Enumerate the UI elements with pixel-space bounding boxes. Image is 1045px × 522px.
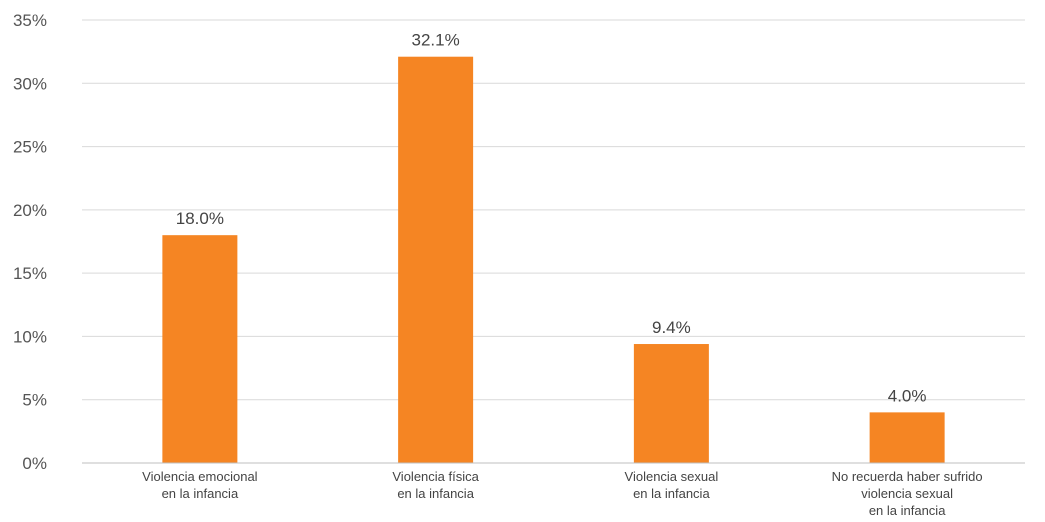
category-label: Violencia sexual en la infancia [625, 469, 719, 501]
category-label-line: Violencia emocional [142, 469, 257, 484]
y-tick-label: 25% [13, 138, 47, 157]
y-tick-label: 15% [13, 264, 47, 283]
data-label: 4.0% [888, 386, 927, 405]
bar [633, 344, 709, 463]
y-tick-label: 30% [13, 74, 47, 93]
data-label: 18.0% [176, 209, 224, 228]
category-label-line: en la infancia [633, 486, 710, 501]
y-tick-label: 20% [13, 201, 47, 220]
y-tick-label: 10% [13, 327, 47, 346]
category-label-line: en la infancia [869, 503, 946, 518]
bar [162, 235, 238, 463]
data-label: 32.1% [412, 31, 460, 50]
y-tick-label: 0% [22, 454, 47, 473]
gridlines [82, 19, 1025, 401]
bar [398, 56, 474, 463]
category-label-line: Violencia sexual [625, 469, 719, 484]
data-label: 9.4% [652, 318, 691, 337]
category-label: Violencia emocional en la infancia [142, 469, 257, 501]
category-label-line: en la infancia [162, 486, 239, 501]
y-axis-tick-labels: 0% 5% 10% 15% 20% 25% 30% 35% [13, 11, 47, 473]
category-labels: Violencia emocional en la infanciaViolenc… [142, 469, 982, 518]
category-label-line: Violencia física [392, 469, 479, 484]
category-label: Violencia física en la infancia [392, 469, 479, 501]
data-labels: 18.0% 32.1% 9.4% 4.0% [176, 31, 927, 406]
category-label-line: en la infancia [397, 486, 474, 501]
bars [162, 56, 945, 463]
category-label: No recuerda haber sufrido violencia sexua… [832, 469, 983, 518]
bar [869, 412, 945, 463]
category-label-line: No recuerda haber sufrido [832, 469, 983, 484]
y-tick-label: 5% [22, 391, 47, 410]
category-label-line: violencia sexual [861, 486, 953, 501]
y-tick-label: 35% [13, 11, 47, 30]
